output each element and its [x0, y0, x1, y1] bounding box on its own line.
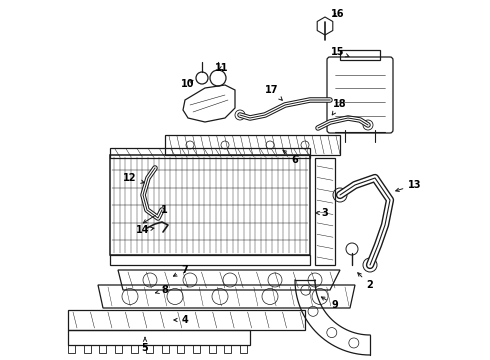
Text: 18: 18: [332, 99, 347, 115]
Text: 3: 3: [316, 208, 328, 218]
Text: 12: 12: [123, 173, 145, 183]
Text: 6: 6: [283, 150, 298, 165]
Text: 2: 2: [358, 273, 373, 290]
Text: 4: 4: [174, 315, 188, 325]
Text: 8: 8: [156, 285, 169, 295]
Text: 13: 13: [396, 180, 422, 192]
Text: 14: 14: [136, 225, 154, 235]
Text: 9: 9: [321, 297, 339, 310]
Text: 5: 5: [142, 337, 148, 353]
Text: 11: 11: [215, 63, 229, 73]
Text: 7: 7: [173, 265, 188, 276]
Text: 17: 17: [265, 85, 282, 100]
Text: 16: 16: [331, 9, 345, 19]
Text: 15: 15: [331, 47, 349, 57]
Text: 10: 10: [181, 79, 195, 89]
Text: 1: 1: [143, 205, 168, 223]
